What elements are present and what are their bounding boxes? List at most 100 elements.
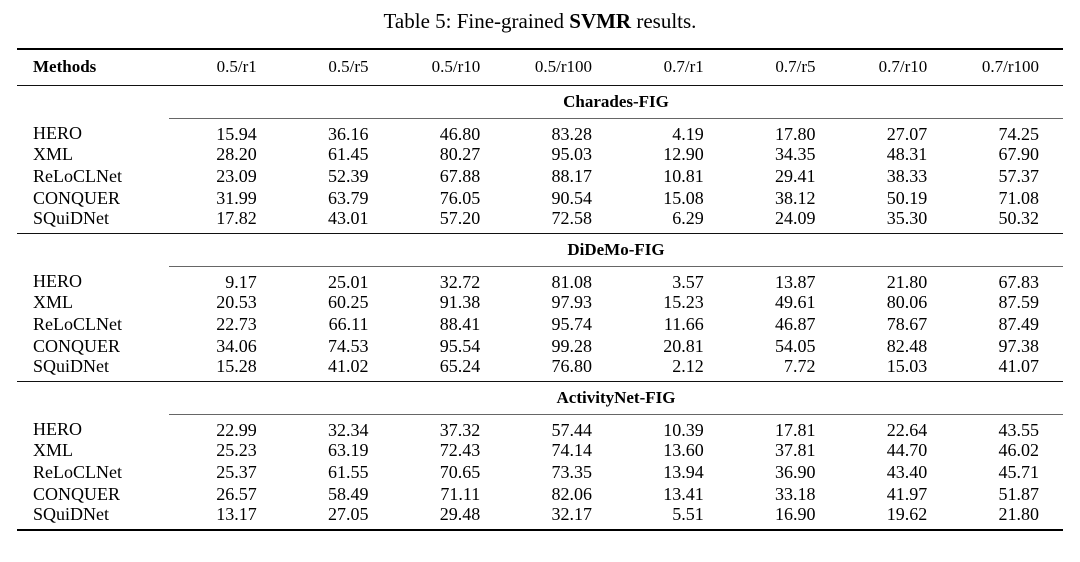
value-cell: 20.53 [216, 291, 257, 312]
value-cell: 50.32 [998, 207, 1040, 228]
value-cell: 91.38 [439, 291, 481, 312]
method-name-cell: CONQUER [33, 335, 121, 356]
value-cell: 73.35 [551, 461, 593, 482]
value-cell: 13.60 [663, 439, 704, 460]
value-cell: 60.25 [328, 291, 369, 312]
value-cell: 95.54 [439, 335, 481, 356]
column-header: 0.5/r100 [504, 49, 616, 86]
value-cell: 70.65 [439, 461, 481, 482]
table-row: XML 25.23 63.19 72.43 74.14 13.60 37.81 44.70 46… [17, 439, 1063, 461]
table-row: ReLoCLNet 23.09 52.39 67.88 88.17 10.81 29.41 3… [17, 165, 1063, 187]
value-cell: 87.59 [998, 291, 1040, 312]
method-name-cell: HERO [33, 123, 82, 144]
value-cell: 82.48 [886, 335, 928, 356]
method-name-cell: XML [33, 291, 73, 312]
value-cell: 99.28 [551, 335, 593, 356]
section-header-row: DiDeMo-FIG [17, 232, 1063, 267]
value-cell: 87.49 [998, 313, 1040, 334]
value-cell: 54.05 [775, 335, 816, 356]
value-cell: 51.87 [998, 483, 1040, 504]
caption-suffix: results. [631, 9, 697, 33]
value-cell: 15.08 [663, 187, 704, 208]
value-cell: 13.87 [775, 271, 816, 292]
value-cell: 71.08 [998, 187, 1040, 208]
value-cell: 80.06 [886, 291, 928, 312]
value-cell: 61.55 [328, 461, 369, 482]
value-cell: 13.94 [663, 461, 704, 482]
value-cell: 63.79 [328, 187, 369, 208]
value-cell: 29.48 [439, 503, 481, 524]
value-cell: 48.31 [886, 143, 928, 164]
value-cell: 13.17 [216, 503, 257, 524]
value-cell: 76.05 [439, 187, 481, 208]
value-cell: 41.97 [886, 483, 928, 504]
value-cell: 78.67 [886, 313, 928, 334]
method-name-cell: SQuiDNet [33, 207, 109, 228]
header-row: Methods 0.5/r1 0.5/r5 0.5/r10 0.5/r100 0… [17, 49, 1063, 86]
method-name-cell: ReLoCLNet [33, 165, 122, 186]
value-cell: 38.12 [775, 187, 816, 208]
value-cell: 17.81 [775, 419, 816, 440]
value-cell: 10.81 [663, 165, 704, 186]
column-header: 0.5/r10 [392, 49, 505, 86]
value-cell: 13.41 [663, 483, 704, 504]
value-cell: 67.83 [998, 271, 1040, 292]
column-header: 0.5/r5 [280, 49, 393, 86]
method-name-cell: XML [33, 439, 73, 460]
value-cell: 32.34 [328, 419, 369, 440]
table-row: ReLoCLNet 22.73 66.11 88.41 95.74 11.66 46.87 7… [17, 313, 1063, 335]
value-cell: 19.62 [886, 503, 928, 524]
value-cell: 50.19 [886, 187, 928, 208]
value-cell: 35.30 [886, 207, 928, 228]
table-row: SQuiDNet 17.82 43.01 57.20 72.58 6.29 24.09 35.… [17, 209, 1063, 234]
value-cell: 46.87 [775, 313, 816, 334]
value-cell: 7.72 [784, 355, 816, 376]
value-cell: 12.90 [663, 143, 704, 164]
value-cell: 41.07 [998, 355, 1040, 376]
value-cell: 11.66 [663, 313, 704, 334]
value-cell: 5.51 [672, 503, 704, 524]
value-cell: 83.28 [551, 123, 593, 144]
value-cell: 22.64 [886, 419, 928, 440]
value-cell: 82.06 [551, 483, 593, 504]
value-cell: 27.07 [886, 123, 928, 144]
method-name-cell: XML [33, 143, 73, 164]
value-cell: 58.49 [328, 483, 369, 504]
section-header: Charades-FIG [169, 84, 1063, 119]
section-header-spacer [17, 380, 169, 414]
caption-prefix: Table 5: Fine-grained [383, 9, 570, 33]
value-cell: 57.44 [551, 419, 593, 440]
value-cell: 43.01 [328, 207, 369, 228]
value-cell: 52.39 [328, 165, 369, 186]
value-cell: 15.03 [886, 355, 928, 376]
value-cell: 15.28 [216, 355, 257, 376]
value-cell: 38.33 [886, 165, 928, 186]
value-cell: 65.24 [439, 355, 481, 376]
column-header-methods: Methods [17, 49, 169, 86]
value-cell: 10.39 [663, 419, 704, 440]
value-cell: 15.94 [216, 123, 257, 144]
value-cell: 36.90 [775, 461, 816, 482]
value-cell: 74.53 [328, 335, 369, 356]
value-cell: 88.17 [551, 165, 593, 186]
value-cell: 67.88 [439, 165, 481, 186]
value-cell: 25.01 [328, 271, 369, 292]
value-cell: 45.71 [998, 461, 1040, 482]
value-cell: 9.17 [225, 271, 257, 292]
value-cell: 88.41 [439, 313, 481, 334]
value-cell: 6.29 [672, 207, 704, 228]
table-row: CONQUER 34.06 74.53 95.54 99.28 20.81 54.05 82.… [17, 335, 1063, 357]
table-row: SQuiDNet 13.17 27.05 29.48 32.17 5.51 16.90 19.… [17, 505, 1063, 530]
value-cell: 67.90 [998, 143, 1040, 164]
value-cell: 46.80 [439, 123, 481, 144]
value-cell: 72.43 [439, 439, 481, 460]
section-header: ActivityNet-FIG [169, 380, 1063, 415]
value-cell: 49.61 [775, 291, 816, 312]
column-header: 0.7/r1 [616, 49, 728, 86]
value-cell: 25.23 [216, 439, 257, 460]
method-name-cell: SQuiDNet [33, 355, 109, 376]
value-cell: 22.73 [216, 313, 257, 334]
value-cell: 16.90 [775, 503, 816, 524]
method-name-cell: HERO [33, 271, 82, 292]
value-cell: 74.25 [998, 123, 1040, 144]
